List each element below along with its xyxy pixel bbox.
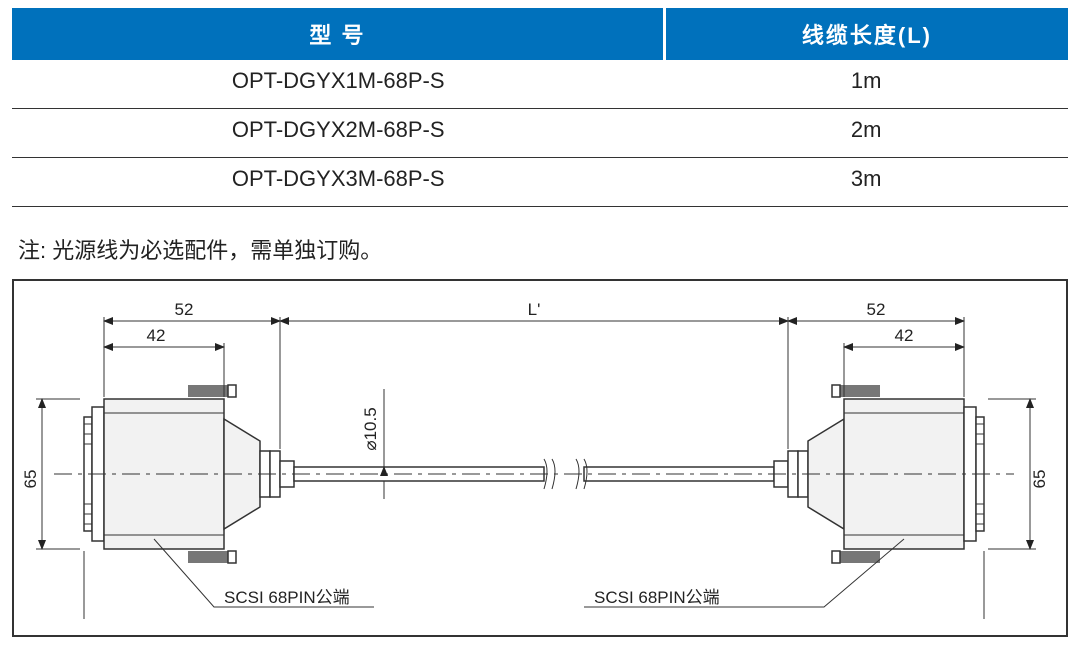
cell-length: 1m	[664, 60, 1068, 109]
note-text: 注: 光源线为必选配件，需单独订购。	[12, 233, 1068, 265]
dim-height-left: 65	[24, 470, 40, 489]
dim-height-right: 65	[1030, 470, 1049, 489]
dim-left-outer: 52	[175, 300, 194, 319]
label-connector-left: SCSI 68PIN公端	[224, 588, 350, 607]
table-row: OPT-DGYX2M-68P-S 2m	[12, 109, 1068, 158]
col-length: 线缆长度(L)	[664, 8, 1068, 60]
table-header-row: 型 号 线缆长度(L)	[12, 8, 1068, 60]
table-row: OPT-DGYX1M-68P-S 1m	[12, 60, 1068, 109]
label-connector-right: SCSI 68PIN公端	[594, 588, 720, 607]
dim-cable-length: L'	[528, 300, 541, 319]
cable-diagram: 42 52 42 52 L' 65 65 ⌀10.5 SCSI 68PIN公端 …	[12, 279, 1068, 637]
dim-left-inner: 42	[147, 326, 166, 345]
col-model: 型 号	[12, 8, 664, 60]
table-row: OPT-DGYX3M-68P-S 3m	[12, 158, 1068, 207]
dim-right-outer: 52	[867, 300, 886, 319]
cell-model: OPT-DGYX3M-68P-S	[12, 158, 664, 207]
cell-length: 3m	[664, 158, 1068, 207]
dim-cable-diameter: ⌀10.5	[361, 407, 380, 450]
cell-model: OPT-DGYX1M-68P-S	[12, 60, 664, 109]
cell-model: OPT-DGYX2M-68P-S	[12, 109, 664, 158]
dim-right-inner: 42	[895, 326, 914, 345]
spec-table: 型 号 线缆长度(L) OPT-DGYX1M-68P-S 1m OPT-DGYX…	[12, 8, 1068, 207]
cell-length: 2m	[664, 109, 1068, 158]
